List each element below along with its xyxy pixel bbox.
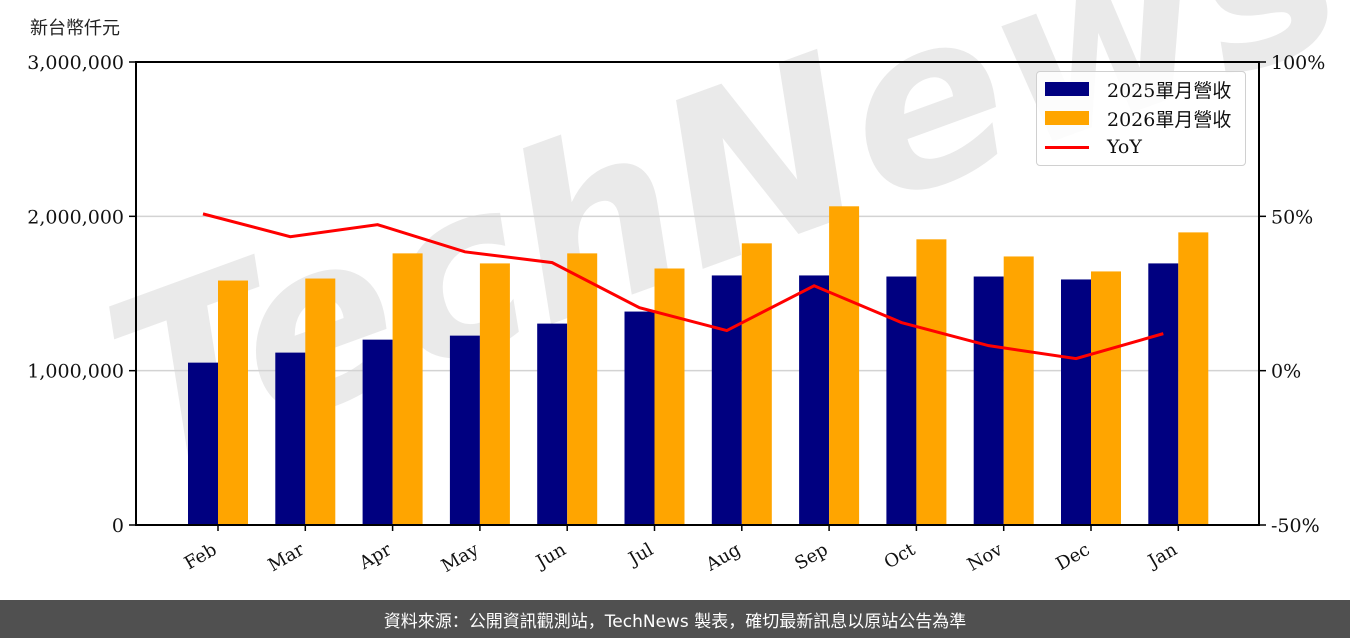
source-text: 資料來源：公開資訊觀測站，TechNews 製表，確切最新訊息以原站公告為準 — [383, 611, 967, 632]
bar-2026 — [1003, 256, 1034, 525]
bar-2026 — [479, 263, 510, 525]
bar-2026 — [1091, 271, 1121, 525]
legend-label-2025: 2025單月營收 — [1107, 79, 1232, 102]
x-tick-label: Jun — [531, 539, 570, 574]
bar-2025 — [449, 335, 480, 525]
bar-2025 — [711, 275, 742, 525]
bar-2025 — [886, 276, 917, 525]
x-tick-label: Oct — [881, 539, 920, 574]
bar-2025 — [799, 275, 830, 525]
bar-2026 — [567, 253, 598, 525]
x-tick-label: Mar — [265, 539, 309, 576]
y2-tick-label: 100% — [1271, 52, 1325, 74]
x-tick-label: Jul — [623, 539, 657, 571]
y-tick-label: 2,000,000 — [27, 206, 124, 228]
legend-swatch-2025 — [1045, 82, 1089, 96]
bar-2025 — [362, 339, 393, 525]
bar-2025 — [973, 276, 1004, 525]
legend-line-yoy — [1045, 145, 1089, 149]
y-tick-label: 1,000,000 — [27, 361, 124, 383]
bar-2026 — [916, 239, 947, 526]
right-y-axis-ticks: -50% 0% 50% 100% — [1259, 52, 1325, 537]
y2-tick-label: -50% — [1271, 515, 1320, 537]
x-axis-ticks: Feb Mar Apr May Jun Jul Aug Sep Oct Nov Dec Jan — [181, 525, 1181, 577]
x-tick-label: Feb — [181, 539, 221, 574]
legend-swatch-2026 — [1045, 111, 1089, 125]
legend-label-2026: 2026單月營收 — [1107, 108, 1232, 131]
bar-2025 — [1148, 263, 1179, 525]
y2-tick-label: 0% — [1271, 361, 1301, 383]
x-tick-label: Sep — [791, 539, 831, 574]
bar-2026 — [829, 206, 860, 525]
y2-tick-label: 50% — [1271, 206, 1313, 228]
bar-2025 — [188, 362, 218, 525]
plot-frame — [135, 61, 1260, 526]
yoy-line-series — [202, 212, 1164, 361]
legend-item-yoy: YoY — [1045, 136, 1142, 158]
x-tick-label: May — [438, 539, 483, 577]
bar-2025 — [537, 323, 568, 525]
x-tick-label: Nov — [964, 539, 1007, 576]
x-tick-label: Apr — [355, 539, 395, 574]
bar-2026 — [218, 280, 248, 525]
chart-legend: 2025單月營收 2026單月營收 YoY — [1036, 71, 1246, 166]
y-tick-label: 3,000,000 — [27, 52, 124, 74]
x-tick-label: Dec — [1053, 539, 1094, 575]
bar-2026 — [1178, 232, 1209, 525]
x-tick-label: Aug — [702, 539, 745, 576]
bar-2025 — [275, 352, 306, 525]
left-y-axis-ticks: 0 1,000,000 2,000,000 3,000,000 — [27, 52, 136, 537]
x-tick-label: Jan — [1143, 539, 1181, 573]
bar-2026 — [741, 243, 772, 525]
bar-2026 — [392, 253, 423, 525]
legend-item-2026: 2026單月營收 — [1045, 107, 1232, 131]
legend-item-2025: 2025單月營收 — [1045, 78, 1232, 102]
bar-2025 — [624, 311, 655, 525]
legend-label-yoy: YoY — [1107, 136, 1142, 158]
bar-2026 — [305, 278, 336, 525]
y-axis-unit-label: 新台幣仟元 — [30, 18, 120, 39]
source-footer: 資料來源：公開資訊觀測站，TechNews 製表，確切最新訊息以原站公告為準 — [0, 600, 1350, 638]
bar-series — [188, 206, 1209, 526]
axes — [135, 61, 1260, 526]
y-tick-label: 0 — [112, 515, 124, 537]
bar-2025 — [1061, 279, 1091, 525]
bar-2026 — [654, 268, 685, 525]
yoy-line — [202, 212, 1164, 361]
